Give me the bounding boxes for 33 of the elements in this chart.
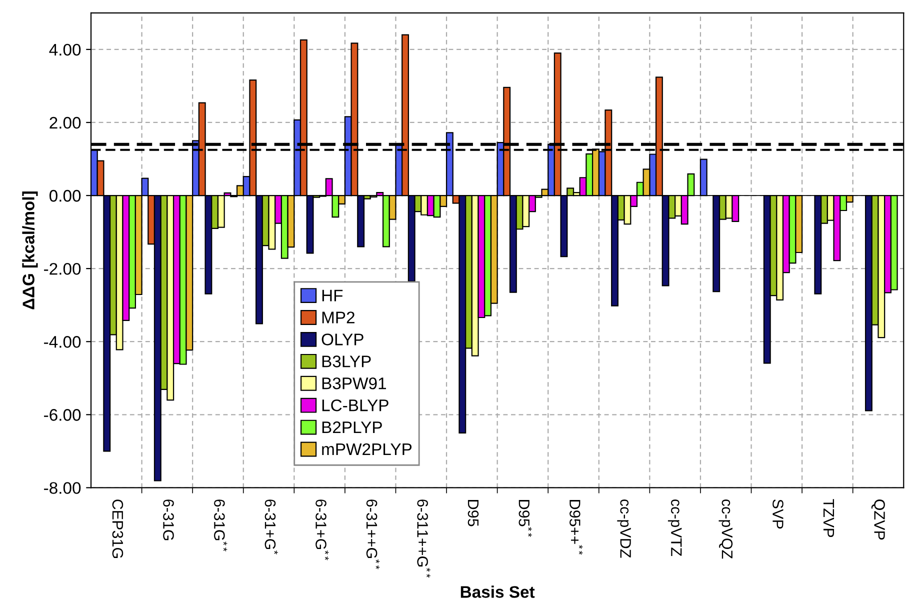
x-tick-label: TZVP	[823, 499, 834, 538]
x-tick-label: cc-pVTZ	[668, 499, 682, 556]
x-tick-label: 6-311++G$^{**}$	[417, 500, 430, 578]
legend-label: HF	[322, 290, 343, 302]
x-tick-label: cc-pVQZ	[718, 499, 733, 559]
x-tick-label: cc-pVDZ	[617, 499, 631, 558]
y-tick-label: 0.00	[49, 190, 81, 202]
y-tick-label: -8.00	[44, 482, 81, 494]
legend-label: mPW2PLYP	[322, 443, 412, 455]
y-tick-label: -2.00	[44, 262, 81, 275]
x-tick-label: QZVP	[871, 500, 885, 540]
legend-label: B3PW91	[322, 377, 386, 390]
x-tick-label: D95	[468, 500, 479, 526]
x-tick-label: 6-31+G$^{**}$	[316, 500, 329, 560]
y-tick-label: -4.00	[44, 336, 81, 348]
x-tick-label: CEP31G	[112, 500, 124, 558]
x-tick-label: D95++$^{**}$	[570, 500, 583, 555]
x-tick-label: 6-31G	[163, 500, 174, 540]
legend-label: LC-BLYP	[322, 399, 388, 412]
y-axis-title: ΔΔG [kcal/mol]	[22, 192, 38, 310]
x-tick-label: 6-31+G$^{*}$	[264, 500, 278, 554]
y-tick-label: -6.00	[44, 409, 81, 421]
x-axis-title: Basis Set	[460, 586, 535, 598]
legend-label: MP2	[322, 312, 354, 324]
legend-label: B3LYP	[322, 356, 371, 368]
y-tick-label: 4.00	[49, 44, 81, 56]
x-tick-label: D95$^{**}$	[518, 500, 532, 537]
x-tick-label: SVP	[772, 500, 784, 529]
x-tick-label: 6-31++G$^{**}$	[366, 500, 380, 570]
legend-label: OLYP	[322, 334, 364, 346]
y-tick-label: 2.00	[50, 116, 81, 129]
legend-label: B2PLYP	[322, 421, 382, 434]
x-tick-label: 6-31G$^{**}$	[214, 500, 228, 552]
